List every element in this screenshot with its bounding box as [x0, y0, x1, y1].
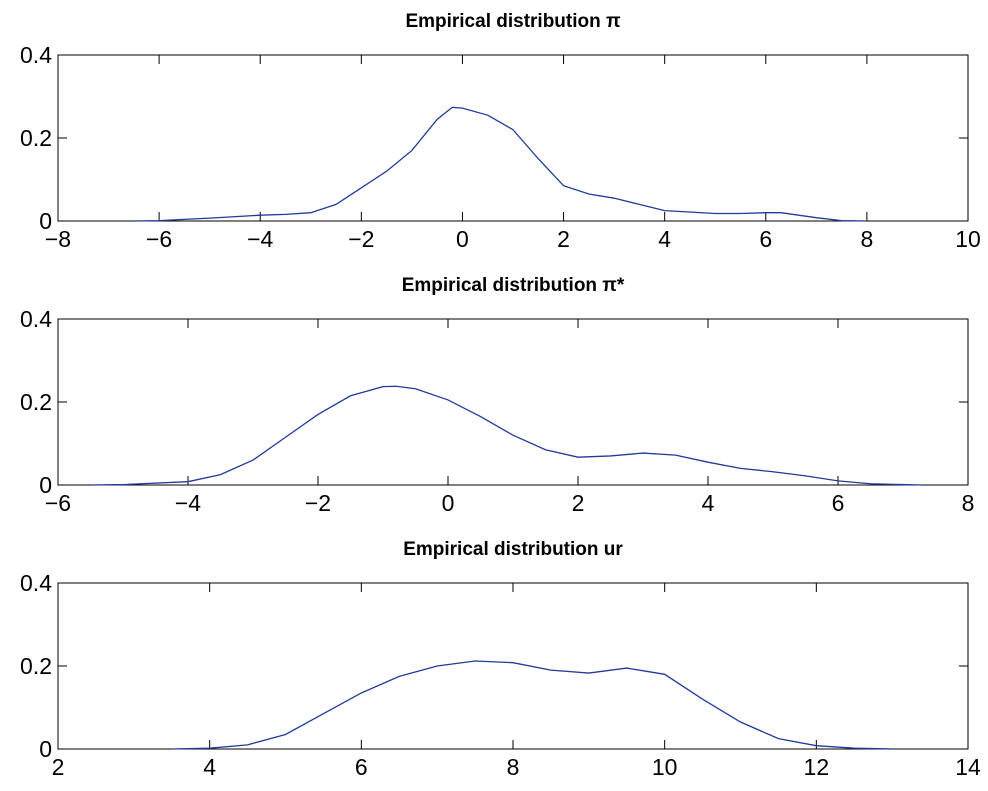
- x-tick-label: 6: [355, 754, 368, 780]
- x-tick-label: 6: [832, 490, 845, 516]
- x-tick-label: −8: [45, 226, 71, 252]
- density-line: [171, 660, 893, 750]
- x-tick-label: 4: [658, 226, 671, 252]
- chart-title: Empirical distribution π: [405, 11, 621, 32]
- density-line: [133, 106, 867, 222]
- x-tick-label: 0: [442, 490, 455, 516]
- x-tick-label: −2: [348, 226, 374, 252]
- y-tick-label: 0.2: [20, 653, 52, 679]
- chart-title: Empirical distribution ur: [403, 539, 623, 560]
- x-tick-label: 4: [203, 754, 216, 780]
- x-tick-label: 10: [652, 754, 678, 780]
- x-tick-label: −4: [247, 226, 273, 252]
- y-tick-label: 0.2: [20, 125, 52, 151]
- y-tick-label: 0.4: [20, 570, 52, 596]
- x-tick-label: −2: [305, 490, 331, 516]
- chart-title: Empirical distribution π*: [402, 275, 625, 296]
- y-tick-label: 0.4: [20, 42, 52, 68]
- x-tick-label: 8: [962, 490, 975, 516]
- x-tick-label: 10: [955, 226, 981, 252]
- y-tick-label: 0: [39, 208, 52, 234]
- density-line: [90, 385, 923, 486]
- y-tick-label: 0.2: [20, 389, 52, 415]
- x-tick-label: 2: [52, 754, 65, 780]
- plot-frame: [57, 318, 969, 486]
- x-tick-label: −4: [175, 490, 201, 516]
- x-tick-label: 8: [507, 754, 520, 780]
- x-tick-label: −6: [146, 226, 172, 252]
- plot-frame: [57, 582, 969, 750]
- plot-frame: [57, 54, 969, 222]
- y-tick-label: 0: [39, 736, 52, 762]
- x-tick-label: 2: [557, 226, 570, 252]
- x-tick-label: 12: [804, 754, 830, 780]
- x-tick-label: 8: [860, 226, 873, 252]
- x-tick-label: 0: [456, 226, 469, 252]
- x-tick-label: 14: [955, 754, 981, 780]
- y-tick-label: 0: [39, 472, 52, 498]
- x-tick-label: 4: [702, 490, 715, 516]
- x-tick-label: 6: [759, 226, 772, 252]
- x-tick-label: 2: [572, 490, 585, 516]
- x-tick-label: −6: [45, 490, 71, 516]
- y-tick-label: 0.4: [20, 306, 52, 332]
